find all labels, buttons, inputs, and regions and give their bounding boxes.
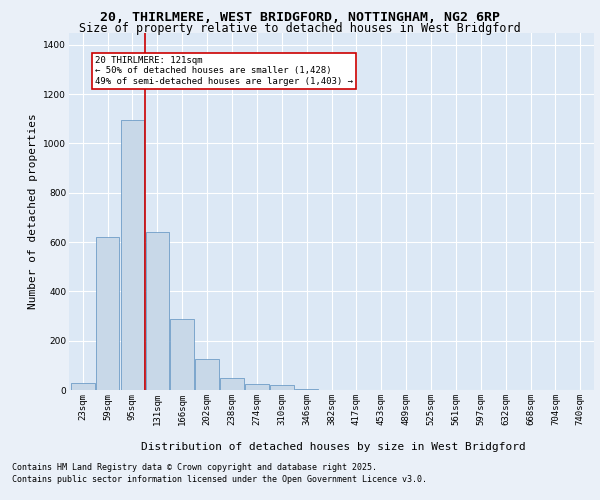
Bar — [121, 120, 144, 390]
Text: 20 THIRLMERE: 121sqm
← 50% of detached houses are smaller (1,428)
49% of semi-de: 20 THIRLMERE: 121sqm ← 50% of detached h… — [95, 56, 353, 86]
Text: 20, THIRLMERE, WEST BRIDGFORD, NOTTINGHAM, NG2 6RP: 20, THIRLMERE, WEST BRIDGFORD, NOTTINGHA… — [100, 11, 500, 24]
Bar — [295, 389, 319, 390]
Y-axis label: Number of detached properties: Number of detached properties — [28, 114, 38, 309]
Bar — [245, 384, 269, 390]
Bar — [270, 385, 293, 390]
Text: Contains public sector information licensed under the Open Government Licence v3: Contains public sector information licen… — [12, 475, 427, 484]
Text: Distribution of detached houses by size in West Bridgford: Distribution of detached houses by size … — [140, 442, 526, 452]
Bar — [71, 382, 95, 390]
Bar — [170, 318, 194, 390]
Text: Contains HM Land Registry data © Crown copyright and database right 2025.: Contains HM Land Registry data © Crown c… — [12, 464, 377, 472]
Bar — [96, 237, 119, 390]
Text: Size of property relative to detached houses in West Bridgford: Size of property relative to detached ho… — [79, 22, 521, 35]
Bar — [220, 378, 244, 390]
Bar — [195, 359, 219, 390]
Bar — [146, 232, 169, 390]
